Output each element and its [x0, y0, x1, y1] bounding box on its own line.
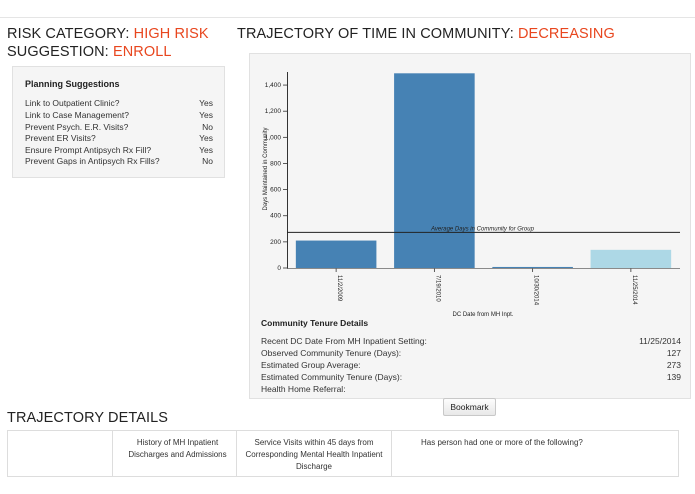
risk-category-value: HIGH RISK: [133, 26, 209, 42]
planning-row-label: Prevent Gaps in Antipsych Rx Fills?: [25, 156, 160, 166]
planning-row-label: Ensure Prompt Antipsych Rx Fill?: [25, 145, 152, 155]
y-tick-label: 800: [270, 160, 281, 167]
table-header-cell: [8, 431, 112, 476]
table-header-cell: Service Visits within 45 days from Corre…: [236, 431, 391, 476]
trajectory-bar-chart: 0 200 400 600 800 1,000 1,200 1,400 11/2/2009 7/1…: [263, 72, 680, 318]
tenure-row-label: Recent DC Date From MH Inpatient Setting…: [261, 336, 427, 346]
y-tick-label: 200: [270, 239, 281, 246]
trajectory-value: DECREASING: [517, 26, 615, 42]
planning-row-label: Link to Case Management?: [25, 110, 129, 120]
planning-row-label: Link to Outpatient Clinic?: [25, 98, 120, 108]
suggestion-label: SUGGESTION:: [7, 44, 113, 60]
planning-row-value: Yes: [199, 98, 213, 108]
planning-row-label: Prevent ER Visits?: [25, 133, 96, 143]
planning-row: Prevent Gaps in Antipsych Rx Fills? No: [25, 156, 213, 167]
y-tick-label: 600: [270, 187, 281, 194]
y-tick-label: 1,200: [265, 108, 282, 115]
planning-row-value: Yes: [199, 133, 213, 143]
planning-row-value: No: [202, 122, 213, 132]
x-tick-label: 7/19/2010: [434, 275, 440, 302]
average-reference-label: Average Days in Community for Group: [430, 226, 535, 232]
tenure-row-label: Health Home Referral:: [261, 384, 346, 394]
tenure-row-value: 11/25/2014: [639, 336, 681, 346]
chart-bar: [295, 240, 377, 268]
x-axis-title: DC Date from MH Inpt.: [452, 312, 513, 318]
tenure-row: Recent DC Date From MH Inpatient Setting…: [261, 336, 681, 347]
planning-row-value: Yes: [199, 145, 213, 155]
risk-category-label: RISK CATEGORY:: [7, 26, 134, 42]
planning-row-value: No: [202, 156, 213, 166]
top-divider: [0, 17, 695, 18]
tenure-row: Estimated Group Average: 273: [261, 360, 681, 371]
trajectory-details-table: History of MH Inpatient Discharges and A…: [7, 430, 679, 477]
planning-row: Link to Case Management? Yes: [25, 110, 213, 121]
x-tick-label: 11/25/2014: [631, 275, 637, 305]
bookmark-button[interactable]: Bookmark: [443, 398, 496, 416]
planning-row-label: Prevent Psych. E.R. Visits?: [25, 122, 129, 132]
y-tick-label: 1,000: [265, 134, 282, 141]
tenure-row: Health Home Referral:: [261, 384, 681, 395]
planning-suggestions-title: Planning Suggestions: [25, 79, 120, 89]
tenure-row: Estimated Community Tenure (Days): 139: [261, 372, 681, 383]
planning-row: Ensure Prompt Antipsych Rx Fill? Yes: [25, 145, 213, 156]
table-header-cell: History of MH Inpatient Discharges and A…: [112, 431, 236, 476]
chart-bar: [590, 249, 672, 268]
trajectory-details-title: TRAJECTORY DETAILS: [7, 410, 169, 426]
chart-bar: [492, 266, 573, 268]
y-tick-label: 400: [270, 213, 281, 220]
risk-category-heading: RISK CATEGORY: HIGH RISK: [7, 26, 209, 42]
suggestion-value: ENROLL: [112, 44, 172, 60]
tenure-row-label: Observed Community Tenure (Days):: [261, 348, 402, 358]
table-header-cell: Has person had one or more of the follow…: [391, 431, 678, 476]
tenure-row: Observed Community Tenure (Days): 127: [261, 348, 681, 359]
trajectory-heading: TRAJECTORY OF TIME IN COMMUNITY: DECREAS…: [237, 26, 615, 42]
suggestion-heading: SUGGESTION: ENROLL: [7, 44, 172, 60]
planning-row-value: Yes: [199, 110, 213, 120]
y-axis-title: Days Maintained in Community: [263, 127, 269, 210]
tenure-row-label: Estimated Group Average:: [261, 360, 361, 370]
trajectory-chart-panel: 0 200 400 600 800 1,000 1,200 1,400 11/2/2009 7/1…: [249, 53, 691, 399]
tenure-details-title: Community Tenure Details: [261, 318, 369, 328]
tenure-row-value: 127: [666, 348, 681, 358]
x-tick-label: 11/2/2009: [336, 275, 342, 302]
tenure-row-value: 139: [666, 372, 681, 382]
y-tick-label: 1,400: [265, 82, 282, 89]
tenure-row-value: 273: [666, 360, 681, 370]
y-tick-label: 0: [277, 265, 281, 272]
planning-row: Prevent Psych. E.R. Visits? No: [25, 122, 213, 133]
trajectory-label: TRAJECTORY OF TIME IN COMMUNITY:: [237, 26, 518, 42]
planning-row: Link to Outpatient Clinic? Yes: [25, 98, 213, 109]
chart-bar: [394, 73, 475, 268]
tenure-row-label: Estimated Community Tenure (Days):: [261, 372, 403, 382]
x-tick-label: 10/30/2014: [533, 275, 539, 306]
planning-suggestions-panel: Planning Suggestions Link to Outpatient …: [12, 66, 225, 178]
planning-row: Prevent ER Visits? Yes: [25, 133, 213, 144]
